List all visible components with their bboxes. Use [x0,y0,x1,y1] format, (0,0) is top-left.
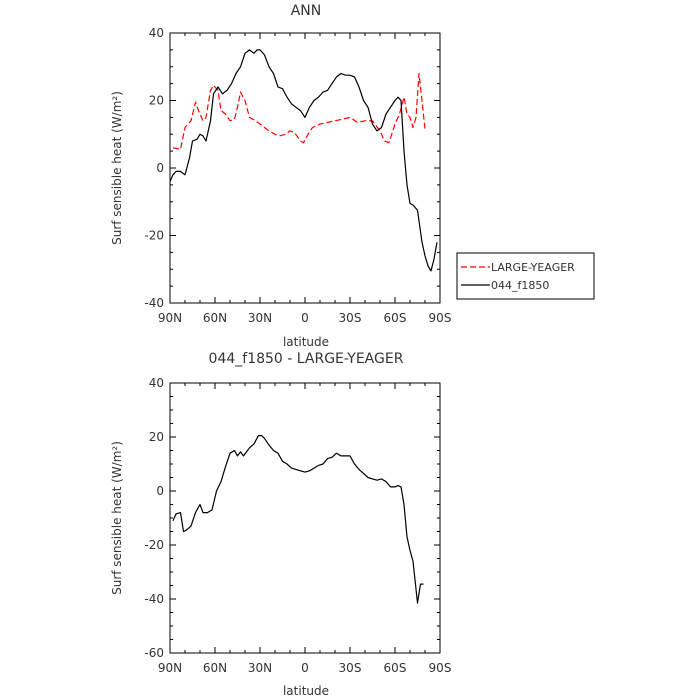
x-tick-label: 60N [203,661,227,675]
difference-series-line [172,435,424,604]
x-tick-label: 60N [203,311,227,325]
series-line-044-f1850 [169,49,438,272]
x-tick-label: 90S [429,661,452,675]
y-tick-label: -20 [144,229,164,243]
top-series-lines [169,49,438,272]
top-y-axis-label: Surf sensible heat (W/m²) [110,91,124,245]
legend-label-044-f1850: 044_f1850 [491,279,549,292]
bottom-x-ticks: 90N 60N 30N 0 30S 60S 90S [158,383,452,675]
bottom-title: 044_f1850 - LARGE-YEAGER [209,351,404,367]
top-x-axis-label: latitude [283,335,329,349]
x-tick-label: 60S [384,311,407,325]
x-tick-label: 90S [429,311,452,325]
bottom-y-ticks: -60 -40 -20 0 20 40 [144,376,440,660]
x-tick-label: 0 [301,661,309,675]
legend: LARGE-YEAGER 044_f1850 [456,252,595,300]
y-tick-label: 40 [149,26,164,40]
top-x-ticks: 90N 60N 30N 0 30S 60S 90S [158,33,452,325]
x-tick-label: 30S [339,311,362,325]
series-line-large-yeager [172,72,426,150]
y-tick-label: -60 [144,646,164,660]
y-tick-label: 0 [156,161,164,175]
x-tick-label: 0 [301,311,309,325]
bottom-panel: 044_f1850 - LARGE-YEAGER -60-40-2002040 … [110,351,451,698]
x-tick-label: 30S [339,661,362,675]
y-tick-label: 40 [149,376,164,390]
bottom-plot-frame [169,382,441,654]
x-tick-label: 30N [248,661,272,675]
y-tick-label: -40 [144,592,164,606]
legend-box [456,252,595,300]
y-tick-label: -20 [144,538,164,552]
y-tick-label: 0 [156,484,164,498]
legend-label-large-yeager: LARGE-YEAGER [491,261,575,274]
bottom-x-axis-label: latitude [283,684,329,698]
bottom-series-lines [172,435,424,604]
y-tick-label: 20 [149,94,164,108]
x-tick-label: 90N [158,661,182,675]
top-title: ANN [291,3,322,19]
x-tick-label: 60S [384,661,407,675]
top-plot-frame [169,32,441,304]
y-tick-label: 20 [149,430,164,444]
y-tick-label: -40 [144,296,164,310]
x-tick-label: 90N [158,311,182,325]
x-tick-label: 30N [248,311,272,325]
top-panel: ANN -40 -20 0 20 40 90N 60N 30N 0 30S 60S 90S lati… [110,3,595,349]
bottom-y-axis-label: Surf sensible heat (W/m²) [110,441,124,595]
top-y-ticks: -40 -20 0 20 40 [144,26,440,310]
